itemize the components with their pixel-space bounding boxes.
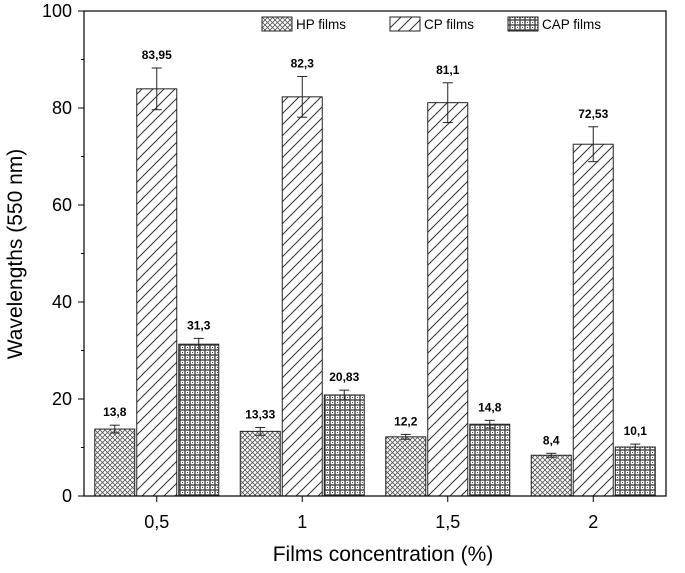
- error-bar: [546, 452, 557, 458]
- x-tick-label: 1: [297, 512, 307, 532]
- bar-hp-films-1: [239, 430, 281, 497]
- data-label: 13,33: [245, 407, 275, 421]
- bar-cp-films-0: [136, 88, 178, 497]
- bar-hp-films-3: [530, 454, 572, 497]
- data-label: 83,95: [142, 48, 172, 62]
- y-tick-label: 80: [52, 98, 72, 118]
- error-bar: [297, 75, 308, 118]
- data-label: 81,1: [436, 63, 460, 77]
- legend-swatch: [389, 16, 421, 32]
- bar-cap-films-2: [469, 423, 511, 497]
- x-axis-title: Films concentration (%): [273, 543, 494, 566]
- legend-label: HP films: [296, 17, 346, 32]
- error-bar: [151, 67, 162, 111]
- x-tick-label: 0,5: [144, 512, 169, 532]
- y-tick-label: 100: [42, 1, 72, 21]
- legend-label: CP films: [424, 17, 474, 32]
- error-bar: [400, 433, 411, 440]
- bar-cap-films-3: [614, 446, 656, 497]
- bar-cp-films-2: [427, 102, 469, 497]
- data-label: 31,3: [187, 318, 211, 332]
- bar-cap-films-1: [323, 394, 365, 497]
- x-tick-label: 2: [588, 512, 598, 532]
- bar-cp-films-3: [572, 143, 614, 497]
- error-bar: [109, 424, 120, 434]
- error-bar: [255, 426, 266, 436]
- data-label: 82,3: [291, 56, 315, 70]
- legend: HP films CP films CAP films: [261, 16, 601, 32]
- data-label: 13,8: [103, 405, 127, 419]
- y-axis-title: Wavelengths (550 nm): [4, 149, 27, 359]
- y-tick-label: 60: [52, 195, 72, 215]
- error-bar: [588, 126, 599, 163]
- legend-swatch: [261, 16, 293, 32]
- error-bar: [630, 443, 641, 451]
- legend-swatch: [507, 16, 539, 32]
- data-label: 10,1: [624, 424, 648, 438]
- bar-cp-films-1: [281, 96, 323, 497]
- error-bar: [339, 389, 350, 401]
- data-label: 72,53: [578, 107, 608, 121]
- data-label: 20,83: [329, 370, 359, 384]
- error-bar: [442, 82, 453, 124]
- y-tick-label: 40: [52, 292, 72, 312]
- bar-cap-films-0: [178, 343, 220, 497]
- y-tick-label: 20: [52, 389, 72, 409]
- y-tick-label: 0: [62, 486, 72, 506]
- bar-hp-films-2: [385, 436, 427, 497]
- data-label: 8,4: [543, 433, 560, 447]
- legend-label: CAP films: [542, 17, 601, 32]
- error-bar: [484, 419, 495, 429]
- data-label: 14,8: [478, 400, 502, 414]
- data-label: 12,2: [394, 414, 418, 428]
- bar-hp-films-0: [94, 428, 136, 497]
- error-bar: [193, 337, 204, 351]
- x-tick-label: 1,5: [435, 512, 460, 532]
